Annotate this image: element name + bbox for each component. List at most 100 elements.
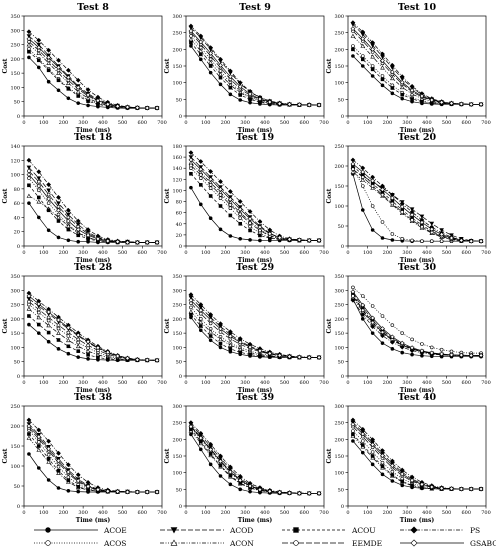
chart-panel: Test 18 0 20 40 60 80 100 120 140 0 100 200 300 400 50… — [2, 132, 167, 264]
data-point — [208, 186, 213, 191]
y-tick-label: 300 — [10, 28, 20, 34]
x-tick-label: 400 — [260, 510, 270, 516]
data-point — [75, 77, 81, 83]
data-point — [390, 86, 395, 90]
data-point — [208, 338, 213, 343]
data-point — [188, 23, 194, 29]
chart-title: Test 19 — [236, 132, 275, 143]
data-point — [105, 488, 111, 494]
y-tick-label: 50 — [176, 360, 182, 366]
chart-title: Test 10 — [398, 2, 437, 13]
x-tick-label: 400 — [260, 120, 270, 126]
data-point — [27, 432, 31, 436]
y-tick-label: 300 — [172, 404, 182, 410]
data-point — [306, 102, 312, 108]
data-point — [36, 183, 42, 189]
data-point — [257, 96, 263, 102]
data-point — [36, 331, 41, 335]
legend-label: ACON — [229, 539, 254, 548]
data-point — [208, 70, 213, 75]
data-point — [238, 216, 243, 221]
x-tick-label: 500 — [280, 120, 290, 126]
x-tick-label: 300 — [240, 380, 250, 386]
y-tick-label: 0 — [179, 114, 182, 120]
data-point — [208, 60, 213, 65]
data-point — [218, 196, 223, 201]
legend-marker — [170, 539, 178, 546]
y-tick-label: 200 — [10, 57, 20, 63]
legend-item-eemde: EEMDE — [282, 539, 382, 548]
data-point — [198, 173, 203, 177]
y-tick-label: 200 — [334, 164, 344, 170]
series-acoe — [351, 54, 483, 107]
data-point — [188, 309, 194, 314]
legend-marker — [410, 526, 418, 534]
series-line — [190, 162, 320, 241]
data-point — [189, 315, 193, 320]
legend-label: ACOS — [103, 539, 126, 548]
data-point — [380, 77, 385, 82]
data-point — [189, 171, 193, 176]
series-gsabc — [26, 172, 160, 245]
x-tick-label: 400 — [260, 250, 270, 256]
data-point — [134, 489, 140, 495]
data-point — [189, 305, 193, 310]
data-point — [198, 202, 203, 207]
y-tick-label: 0 — [341, 374, 344, 380]
data-point — [360, 169, 366, 175]
chart-title: Test 28 — [74, 262, 113, 273]
y-tick-label: 160 — [172, 155, 182, 161]
data-point — [227, 464, 233, 470]
data-point — [390, 479, 395, 483]
data-point — [154, 240, 160, 245]
data-point — [228, 349, 233, 354]
data-point — [36, 176, 42, 181]
chart-panel: Test 30 0 50 100 150 200 250 300 350 0 100 200 300 40… — [326, 262, 491, 394]
data-point — [27, 322, 31, 327]
data-point — [36, 427, 42, 433]
data-point — [46, 309, 52, 315]
data-point — [360, 64, 365, 68]
data-point — [228, 206, 233, 211]
x-tick-label: 400 — [98, 120, 108, 126]
y-tick-label: 150 — [334, 331, 344, 337]
legend-item-acod: ACOD — [160, 526, 253, 535]
data-point — [56, 78, 61, 83]
data-point — [56, 450, 61, 456]
series-ps — [350, 157, 484, 244]
data-point — [306, 355, 312, 360]
data-point — [248, 221, 252, 226]
data-point — [65, 218, 71, 224]
data-point — [380, 472, 385, 477]
data-point — [125, 489, 130, 495]
data-point — [75, 343, 81, 349]
data-point — [85, 87, 91, 93]
data-point — [350, 20, 356, 26]
data-point — [360, 443, 365, 447]
series-acon — [26, 42, 160, 110]
y-tick-label: 100 — [172, 81, 182, 87]
data-point — [370, 54, 375, 59]
legend-label: PS — [470, 526, 480, 535]
data-point — [389, 458, 395, 464]
data-point — [350, 421, 356, 427]
data-point — [208, 321, 213, 326]
y-tick-label: 300 — [10, 288, 20, 294]
x-axis-label: Time (ms) — [400, 127, 435, 134]
legend-item-acos: ACOS — [34, 539, 126, 548]
y-tick-label: 40 — [176, 222, 182, 228]
data-point — [188, 424, 194, 430]
data-point — [380, 341, 385, 345]
series-line — [190, 32, 320, 106]
data-point — [449, 352, 454, 358]
data-point — [296, 102, 302, 108]
data-point — [248, 100, 252, 105]
data-point — [85, 339, 91, 345]
legend-label: ACOU — [351, 526, 376, 535]
x-tick-label: 0 — [22, 380, 25, 386]
y-tick-label: 200 — [172, 47, 182, 53]
data-point — [76, 489, 81, 494]
x-tick-label: 400 — [422, 380, 432, 386]
data-point — [76, 349, 81, 353]
data-point — [380, 51, 385, 57]
